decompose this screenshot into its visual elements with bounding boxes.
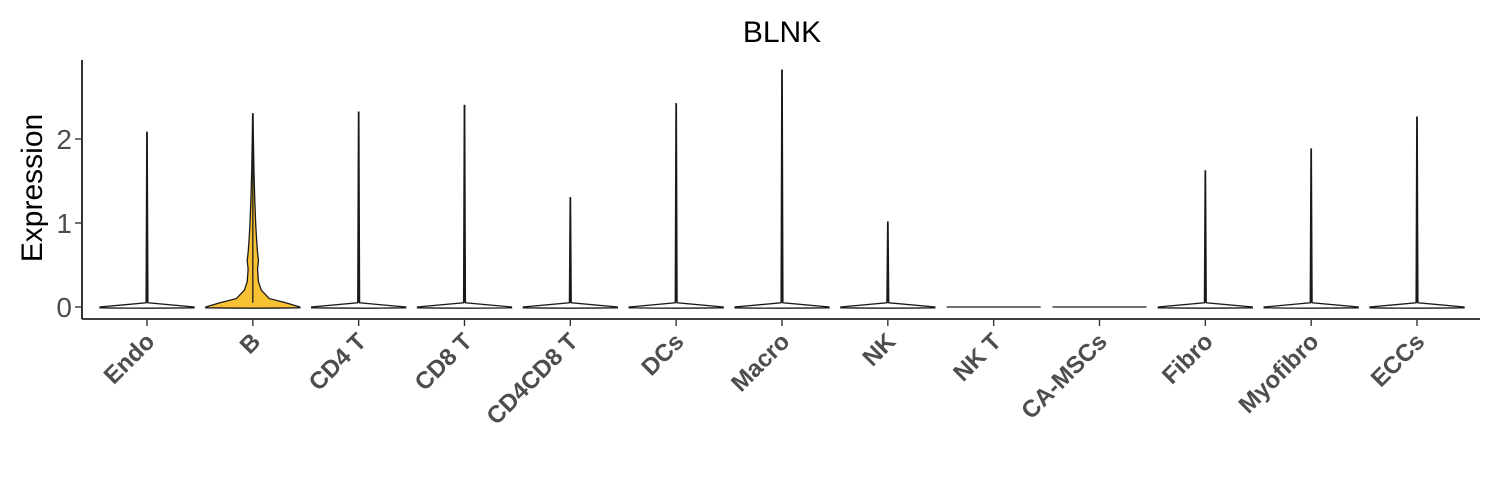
x-tick-label: CA-MSCs — [1016, 328, 1112, 424]
violin-fibro — [1157, 170, 1253, 309]
y-axis-label: Expression — [16, 114, 49, 262]
x-tick-label: ECCs — [1366, 328, 1430, 392]
x-ticks-group: Endo B CD4 T CD8 T CD4CD8 T DCs Macro NK NK T CA-… — [99, 319, 1430, 430]
y-tick-label: 0 — [56, 292, 72, 323]
violin-macro — [734, 69, 830, 309]
violin-nk — [840, 221, 936, 309]
violins-group — [99, 69, 1465, 309]
violin-cd4-t — [311, 111, 407, 309]
x-tick-label: NK — [857, 328, 901, 372]
y-ticks-group: 0 1 2 — [56, 124, 82, 323]
violin-cd4cd8-t — [522, 197, 618, 309]
x-tick-label: Fibro — [1157, 328, 1219, 390]
x-tick-label: CD4 T — [304, 328, 372, 396]
y-tick-label: 1 — [56, 208, 72, 239]
x-tick-label: NK T — [948, 328, 1007, 387]
violin-dcs — [628, 103, 724, 309]
x-tick-label: B — [235, 328, 266, 359]
violin-eccs — [1369, 116, 1465, 309]
x-tick-label: DCs — [636, 328, 689, 381]
x-tick-label: Myofibro — [1234, 328, 1325, 419]
violin-b — [205, 113, 301, 309]
chart-title: BLNK — [743, 16, 821, 49]
x-tick-label: Macro — [726, 328, 795, 397]
x-tick-label: CD8 T — [410, 328, 478, 396]
violin-myofibro — [1263, 148, 1359, 309]
violin-cd8-t — [416, 104, 513, 309]
y-tick-label: 2 — [56, 124, 72, 155]
x-tick-label: CD4CD8 T — [481, 328, 583, 430]
violin-endo — [99, 131, 195, 309]
x-tick-label: Endo — [99, 328, 161, 390]
